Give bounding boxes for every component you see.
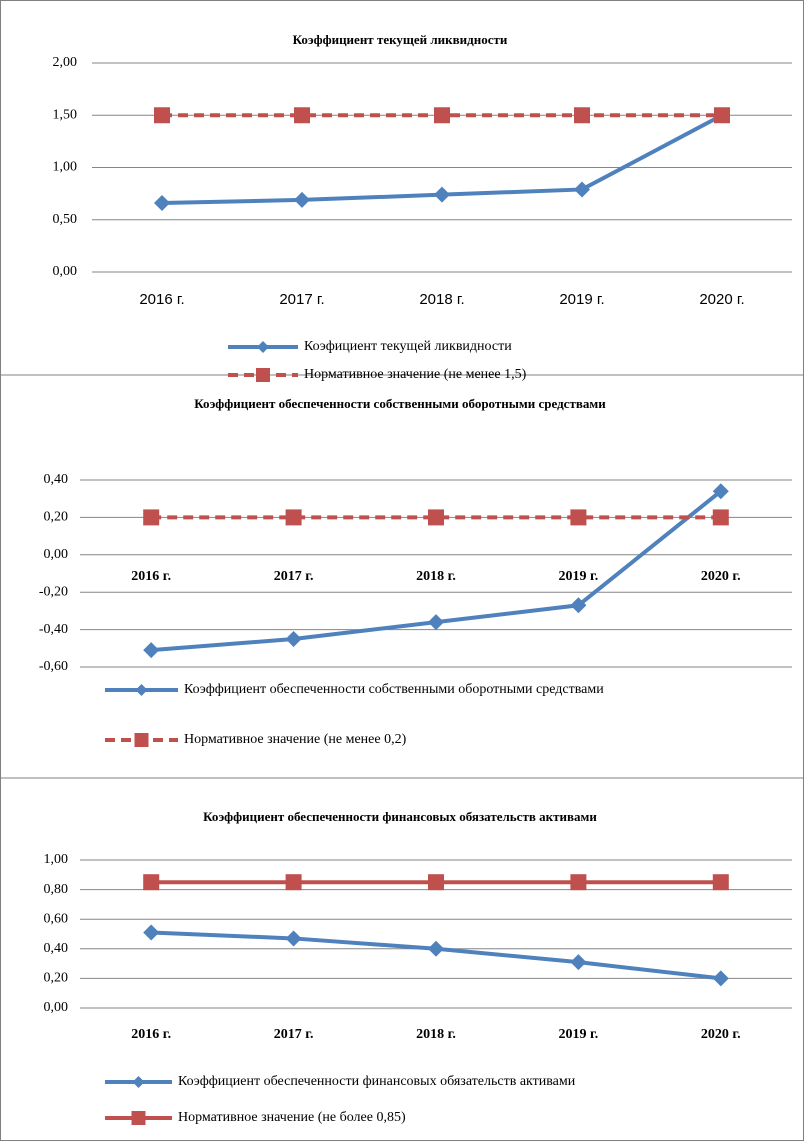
- y-tick-label: -0,40: [39, 622, 68, 637]
- x-tick-label: 2018 г.: [416, 1027, 456, 1042]
- legend-marker: [134, 733, 149, 747]
- x-tick-label: 2019 г.: [559, 291, 604, 308]
- marker: [294, 107, 310, 124]
- x-tick-label: 2020 г.: [701, 569, 741, 584]
- marker: [574, 181, 590, 198]
- x-tick-label: 2017 г.: [274, 569, 314, 584]
- y-tick-label: 1,00: [53, 160, 78, 175]
- y-tick-label: 0,20: [44, 971, 69, 986]
- y-tick-label: 0,40: [44, 472, 69, 487]
- x-tick-label: 2018 г.: [419, 291, 464, 308]
- marker: [285, 930, 302, 947]
- legend-marker: [135, 684, 148, 696]
- chart-title: Коэффициент обеспеченности собственными …: [194, 396, 606, 411]
- marker: [712, 509, 729, 526]
- marker: [143, 874, 160, 891]
- legend-marker: [256, 368, 270, 382]
- marker: [570, 874, 587, 891]
- y-tick-label: -0,60: [39, 659, 68, 674]
- marker: [294, 191, 310, 208]
- legend-label: Коэфициент текущей ликвидности: [304, 339, 512, 354]
- marker: [570, 954, 587, 971]
- legend-label: Нормативное значение (не менее 0,2): [184, 732, 407, 747]
- legend-label: Коэффициент обеспеченности собственными …: [184, 682, 604, 697]
- x-tick-label: 2020 г.: [699, 291, 744, 308]
- marker: [714, 107, 730, 124]
- chart-title: Коэффициент обеспеченности финансовых об…: [203, 809, 597, 824]
- x-tick-label: 2016 г.: [131, 1027, 171, 1042]
- x-tick-label: 2020 г.: [701, 1027, 741, 1042]
- legend-marker: [131, 1111, 146, 1125]
- x-tick-label: 2019 г.: [559, 1027, 599, 1042]
- y-tick-label: 0,80: [44, 882, 69, 897]
- y-tick-label: 0,50: [53, 212, 78, 227]
- y-tick-label: 0,00: [53, 264, 78, 279]
- x-tick-label: 2019 г.: [559, 569, 599, 584]
- y-tick-label: 0,60: [44, 911, 69, 926]
- legend-label: Нормативное значение (не более 0,85): [178, 1110, 406, 1125]
- marker: [285, 874, 302, 891]
- marker: [285, 509, 302, 526]
- marker: [143, 924, 160, 941]
- y-tick-label: 1,50: [53, 107, 78, 122]
- x-tick-label: 2017 г.: [279, 291, 324, 308]
- y-tick-label: 1,00: [44, 852, 69, 867]
- y-tick-label: 0,00: [44, 547, 69, 562]
- marker: [285, 630, 302, 647]
- marker: [570, 597, 587, 614]
- marker: [428, 614, 444, 631]
- marker: [428, 509, 444, 526]
- legend-label: Нормативное значение (не менее 1,5): [304, 367, 527, 382]
- marker: [434, 107, 450, 124]
- x-tick-label: 2017 г.: [274, 1027, 314, 1042]
- marker: [154, 107, 170, 124]
- marker: [428, 874, 444, 891]
- marker: [712, 483, 729, 500]
- legend-label: Коэффициент обеспеченности финансовых об…: [178, 1074, 576, 1089]
- marker: [428, 940, 444, 957]
- x-tick-label: 2016 г.: [139, 291, 184, 308]
- chart-title: Коэффициент текущей ликвидности: [293, 32, 508, 47]
- y-tick-label: 0,40: [44, 941, 69, 956]
- legend-marker: [257, 341, 269, 353]
- y-tick-label: 0,20: [44, 510, 69, 525]
- y-tick-label: -0,20: [39, 584, 68, 599]
- x-tick-label: 2018 г.: [416, 569, 456, 584]
- y-tick-label: 2,00: [53, 55, 78, 70]
- legend-marker: [132, 1076, 145, 1088]
- marker: [712, 874, 729, 891]
- marker: [570, 509, 587, 526]
- marker: [154, 195, 170, 212]
- y-tick-label: 0,00: [44, 1000, 69, 1015]
- marker: [143, 642, 160, 659]
- marker: [712, 970, 729, 987]
- x-tick-label: 2016 г.: [131, 569, 171, 584]
- marker: [434, 186, 450, 203]
- marker: [143, 509, 160, 526]
- marker: [574, 107, 590, 124]
